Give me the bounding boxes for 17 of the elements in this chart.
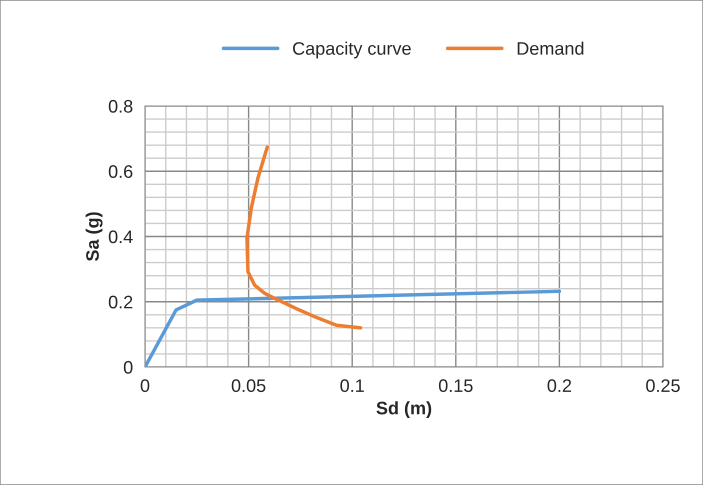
y-tick-label: 0.2 (108, 296, 132, 308)
y-tick-label: 0.6 (108, 165, 132, 178)
line-series (145, 290, 562, 367)
x-tick-label: 0.1 (340, 379, 364, 392)
y-tick-label: 0 (124, 360, 132, 374)
x-tick-label: 0.15 (438, 379, 473, 392)
x-tick-label: 0 (140, 379, 150, 392)
y-axis-title: Sa (g) (86, 212, 103, 262)
x-axis-title: Sd (m) (376, 401, 432, 418)
line-series (245, 145, 362, 330)
x-tick-label: 0.25 (646, 379, 680, 392)
y-tick-label: 0.4 (108, 230, 133, 244)
y-tick-label: 0.8 (108, 100, 132, 113)
x-tick-label: 0.2 (548, 379, 572, 392)
legend-label: Capacity curve (293, 42, 411, 58)
x-tick-label: 0.05 (232, 379, 266, 392)
legend-label: Demand (518, 42, 584, 55)
